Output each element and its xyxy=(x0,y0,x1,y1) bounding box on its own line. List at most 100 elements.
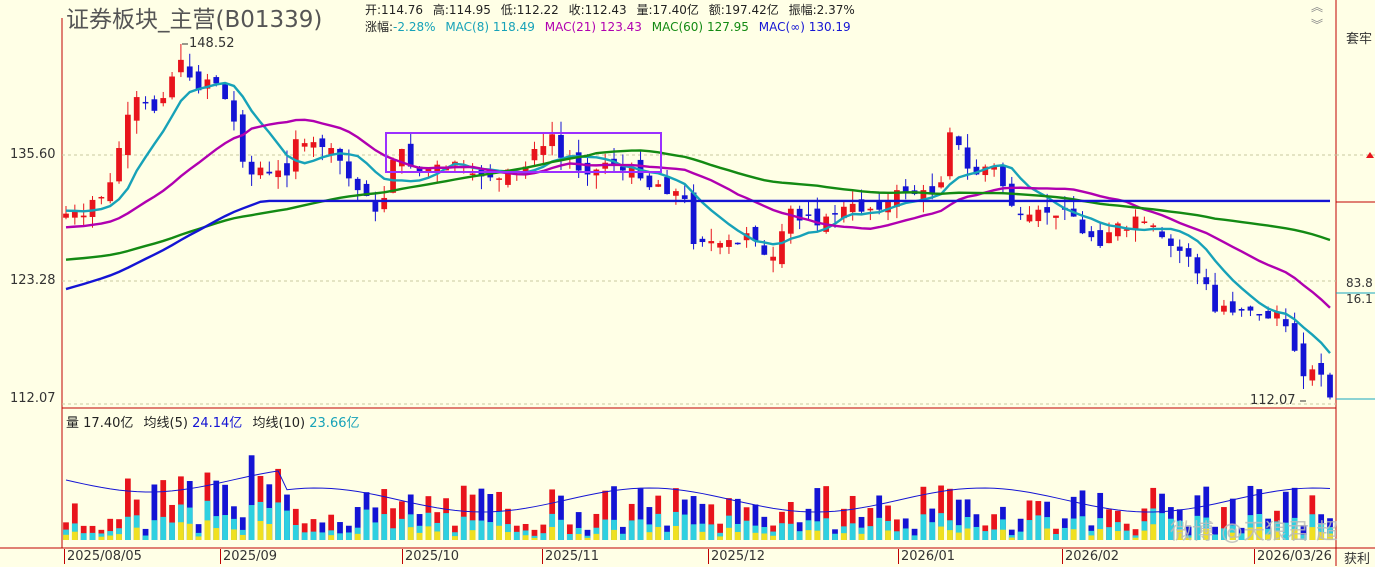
candle-body xyxy=(399,148,405,167)
mainf-line xyxy=(65,199,1330,291)
volume-sub-bar xyxy=(1238,533,1245,540)
volume-bar xyxy=(1132,529,1139,540)
volume-sub-bar xyxy=(699,523,706,540)
volume-sub-bar xyxy=(1256,527,1263,540)
volume-bar xyxy=(1212,526,1218,540)
volume-sub-bar xyxy=(717,536,723,540)
volume-sub-bar xyxy=(894,531,900,540)
volume-sub-bar xyxy=(770,535,777,540)
candle-body xyxy=(1318,363,1325,375)
volume-sub-bar xyxy=(1300,534,1307,540)
volume-sub-bar xyxy=(1000,529,1006,540)
volume-sub-bar xyxy=(399,518,405,540)
ma8-legend: MAC(8) 118.49 xyxy=(445,20,535,34)
volume-sub-bar xyxy=(947,530,953,540)
candle-body xyxy=(770,256,777,261)
candle-body xyxy=(1265,310,1271,319)
candle-body xyxy=(80,215,87,218)
candle-body xyxy=(1159,231,1165,238)
volume-bar xyxy=(354,507,361,540)
volume-sub-bar xyxy=(955,532,962,540)
volume-sub-bar xyxy=(734,531,741,540)
price-tick-mid: 123.28 xyxy=(10,273,56,288)
candle-body xyxy=(752,226,759,242)
candle-body xyxy=(982,166,989,176)
candle-body xyxy=(1247,306,1254,311)
volume-sub-bar xyxy=(63,534,69,540)
volume-sub-bar xyxy=(257,520,264,540)
volume-bar xyxy=(787,501,794,540)
candle-body xyxy=(938,182,944,188)
volume-sub-bar xyxy=(416,532,423,540)
volume-sub-bar xyxy=(885,530,891,540)
right-tab-trapped[interactable]: 套牢 xyxy=(1346,32,1373,47)
candle-body xyxy=(1026,214,1033,222)
volume-sub-bar xyxy=(593,533,600,540)
volume-sub-bar xyxy=(390,528,396,540)
volume-sub-bar xyxy=(1265,534,1271,540)
volume-sub-bar xyxy=(673,525,679,540)
volume-label: 量:17.40亿 xyxy=(636,3,699,17)
candle-body xyxy=(89,199,96,217)
candle-body xyxy=(125,114,131,156)
volume-sub-bar xyxy=(319,532,326,540)
candle-body xyxy=(1000,165,1006,187)
candle-body xyxy=(1229,301,1236,313)
volume-sub-bar xyxy=(885,520,891,540)
candle-body xyxy=(345,161,352,179)
candle-body xyxy=(761,245,768,255)
candle-body xyxy=(1168,238,1174,246)
volume-sub-bar xyxy=(284,510,290,540)
volume-bar xyxy=(991,514,997,540)
volume-sub-bar xyxy=(637,519,644,540)
volume-bar xyxy=(540,524,547,540)
volume-bar xyxy=(1282,491,1289,540)
date-tick: 2025/11 xyxy=(542,549,599,564)
candle-body xyxy=(284,163,290,176)
volume-bar xyxy=(690,496,697,540)
price-tick-top: 135.60 xyxy=(10,147,56,162)
candle-body xyxy=(734,242,741,245)
volume-bar xyxy=(920,486,927,540)
candle-body xyxy=(1150,225,1157,228)
volume-sub-bar xyxy=(938,526,944,540)
candle-body xyxy=(1141,221,1148,224)
volume-sub-bar xyxy=(381,514,388,540)
volume-sub-bar xyxy=(699,531,706,540)
volume-sub-bar xyxy=(911,535,918,540)
ma60-legend: MAC(60) 127.95 xyxy=(651,20,749,34)
volume-bar xyxy=(1185,526,1192,540)
scroll-down-icon[interactable]: ︾ xyxy=(1310,18,1323,32)
volume-bar xyxy=(867,508,874,540)
volume-bar xyxy=(575,512,582,540)
volume-sub-bar xyxy=(602,519,609,540)
watermark: 微博 @天狼君 超 xyxy=(1170,520,1338,545)
candle-body xyxy=(575,152,582,171)
amplitude-label: 振幅:2.37% xyxy=(788,3,855,17)
right-value-1: 83.8 xyxy=(1346,276,1373,290)
right-tab-profit[interactable]: 获利 xyxy=(1344,552,1371,567)
volume-sub-bar xyxy=(204,520,211,540)
volume-bar xyxy=(301,523,308,540)
volume-sub-bar xyxy=(1035,515,1042,540)
volume-sub-bar xyxy=(469,530,476,540)
candle-body xyxy=(646,175,653,188)
candle-body xyxy=(522,166,529,172)
volume-bar xyxy=(151,484,158,540)
volume-bar xyxy=(1247,485,1254,540)
candle-body xyxy=(142,101,149,104)
candle-body xyxy=(876,201,883,210)
candle-body xyxy=(1176,246,1183,251)
volume-sub-bar xyxy=(1309,527,1316,540)
volume-bar xyxy=(1097,492,1104,540)
volume-sub-bar xyxy=(973,526,980,540)
volume-sub-bar xyxy=(460,516,467,540)
scroll-up-icon[interactable]: ︽ xyxy=(1310,0,1323,14)
change-label: 涨幅:-2.28% xyxy=(365,20,436,34)
volume-sub-bar xyxy=(266,523,273,540)
volume-bar xyxy=(107,518,114,540)
volume-sub-bar xyxy=(116,534,122,540)
candle-body xyxy=(169,76,175,98)
candle-body xyxy=(699,238,706,243)
